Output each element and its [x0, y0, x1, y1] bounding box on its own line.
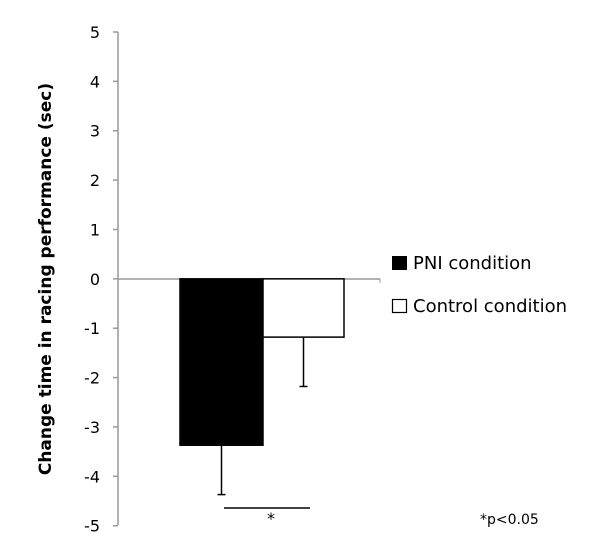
y-axis-label: Change time in racing performance (sec) — [36, 83, 56, 475]
y-tick-label: 1 — [90, 220, 100, 239]
significance-marker: * — [267, 509, 275, 528]
y-tick-label: -4 — [84, 467, 100, 486]
footnote: *p<0.05 — [480, 512, 539, 528]
legend: PNI condition Control condition — [391, 253, 567, 317]
y-tick-label: 4 — [90, 72, 100, 91]
y-tick-label: 5 — [90, 23, 100, 42]
legend-swatch-control — [391, 298, 408, 314]
y-tick-label: -3 — [84, 418, 100, 437]
y-tick-label: -2 — [84, 369, 100, 388]
y-tick-label: 3 — [90, 122, 100, 141]
y-tick-label: -5 — [84, 517, 100, 536]
y-tick-label: 0 — [90, 270, 100, 289]
legend-label-pni: PNI condition — [413, 253, 532, 274]
bar-pni — [179, 278, 264, 446]
legend-label-control: Control condition — [413, 296, 567, 317]
bar-control — [262, 278, 345, 338]
y-tick-label: -1 — [84, 319, 100, 338]
y-tick-label: 2 — [90, 171, 100, 190]
legend-swatch-pni — [392, 256, 407, 270]
